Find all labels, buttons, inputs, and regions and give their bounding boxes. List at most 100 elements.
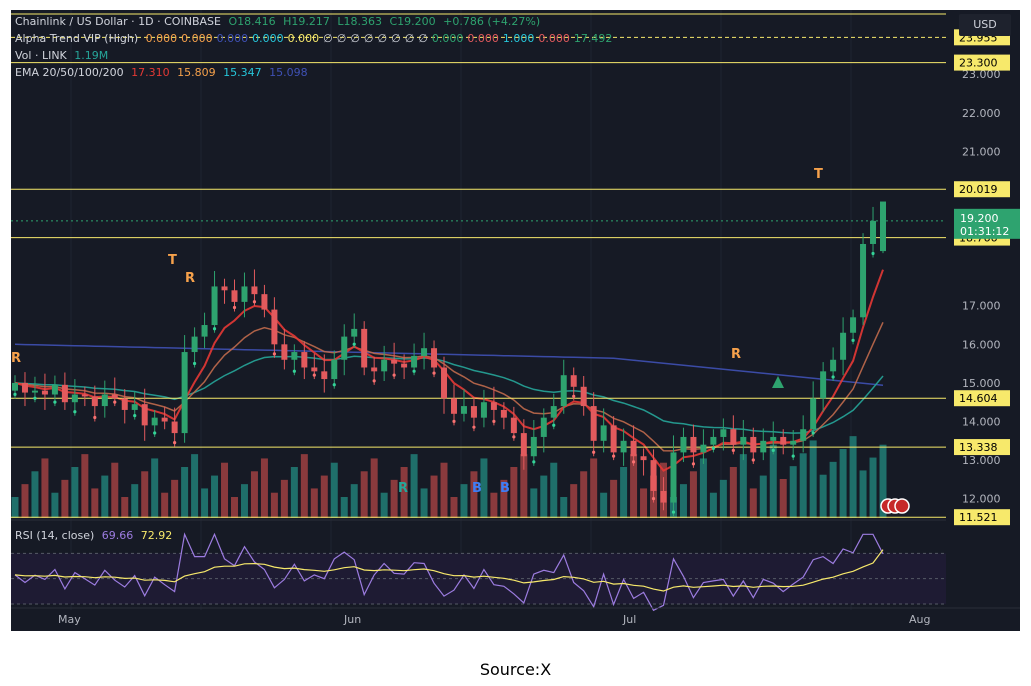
volume-bar — [620, 467, 628, 518]
alpha-trend-values: 0.000 0.000 0.000 0.000 0.000 ∅ ∅ ∅ ∅ ∅ ∅ ∅ ∅ 0.000 0.… — [146, 32, 617, 45]
candle-body — [421, 348, 428, 356]
ohlc-change: +0.786 (+4.27%) — [443, 15, 541, 28]
volume-bar — [390, 479, 398, 518]
volume-bar — [699, 458, 707, 518]
volume-bar — [370, 458, 378, 518]
volume-bar — [191, 454, 199, 518]
volume-bar — [769, 444, 777, 518]
candle-body — [191, 336, 198, 353]
time-tick: Jul — [622, 613, 636, 626]
alpha-trend-value-3: 0.000 — [252, 32, 284, 45]
trend-dot — [312, 373, 316, 377]
candle-body — [610, 425, 617, 453]
volume-bar — [839, 449, 847, 518]
volume-bar — [171, 479, 179, 518]
trend-dot — [552, 423, 556, 427]
volume-bar — [420, 488, 428, 518]
alpha-trend-value-12: ∅ — [418, 32, 428, 45]
price-tick: 22.000 — [962, 107, 1001, 120]
source-caption: Source:X — [479, 660, 552, 679]
ohlc-high: H19.217 — [283, 15, 330, 28]
trend-dot — [492, 419, 496, 423]
trend-dot — [372, 379, 376, 383]
candle-body — [381, 359, 388, 372]
level-badge — [954, 509, 1010, 526]
volume-bar — [21, 484, 29, 518]
trend-dot — [691, 462, 696, 466]
ema200-line — [14, 343, 884, 387]
candle-body — [780, 436, 787, 445]
candle-body — [181, 352, 188, 434]
candle-body — [550, 406, 557, 418]
price-tick: 21.000 — [962, 145, 1001, 158]
candle-body — [490, 402, 497, 410]
candle-body — [870, 220, 877, 244]
volume-bar — [470, 471, 478, 518]
volume-bar — [440, 462, 448, 518]
rsi-ma-line — [14, 549, 884, 592]
volume-bar — [640, 488, 648, 518]
ohlc-low: L18.363 — [337, 15, 382, 28]
alpha-trend-value-0: 0.000 — [145, 32, 178, 45]
candle-body — [71, 394, 78, 403]
volume-bar — [759, 475, 767, 518]
alpha-trend-value-8: ∅ — [363, 32, 374, 45]
rsi-value: 69.66 — [101, 529, 134, 542]
alpha-trend-value-16: 0.000 — [538, 32, 570, 45]
volume-bar — [41, 458, 49, 518]
volume-bar — [540, 475, 548, 518]
candle-body — [311, 367, 318, 372]
candle-body — [321, 371, 328, 380]
candle-body — [460, 406, 467, 414]
ema100-line — [14, 355, 884, 434]
level-badge-text: 20.019 — [959, 183, 998, 196]
price-tick: 14.000 — [962, 416, 1001, 429]
ema-legend[interactable]: EMA 20/50/100/200 17.310 15.809 15.347 1… — [15, 66, 312, 79]
alpha-trend-value-15: 1.000 — [502, 32, 535, 45]
candle-body — [480, 402, 487, 418]
time-tick: Jun — [343, 613, 361, 626]
candle-body — [450, 398, 457, 414]
candle-body — [500, 409, 507, 418]
alpha-trend-value-10: ∅ — [391, 32, 401, 45]
symbol-title: Chainlink / US Dollar · 1D · COINBASE — [15, 15, 221, 28]
currency-button[interactable]: USD — [959, 14, 1011, 36]
volume-bar — [610, 479, 618, 518]
candle-body — [770, 436, 777, 441]
trend-dot — [731, 448, 735, 452]
candle-body — [570, 375, 577, 387]
volume-legend[interactable]: Vol · LINK 1.19M — [15, 49, 112, 62]
candle-body — [211, 286, 218, 326]
volume-bar — [460, 484, 468, 518]
trend-dot — [592, 450, 596, 454]
volume-bar — [450, 497, 458, 518]
trend-dot — [631, 460, 636, 464]
alpha-trend-value-6: ∅ — [336, 32, 347, 45]
ohlc-open: O18.416 — [228, 15, 276, 28]
volume-bar — [51, 492, 59, 518]
candle-body — [161, 417, 168, 422]
volume-value: 1.19M — [74, 49, 109, 62]
alpha-trend-value-11: ∅ — [404, 32, 415, 45]
rsi-legend[interactable]: RSI (14, close) 69.66 72.92 — [15, 529, 176, 542]
candle-body — [650, 460, 657, 491]
candle-body — [61, 384, 68, 403]
volume-bar — [91, 488, 99, 518]
ema-label: EMA 20/50/100/200 — [15, 66, 124, 79]
volume-bar — [11, 497, 19, 518]
trend-dot — [771, 448, 775, 452]
volume-bar — [410, 454, 418, 518]
volume-bar — [879, 444, 887, 518]
alpha-trend-legend[interactable]: Alpha Trend VIP (High) 0.000 0.000 0.000 0.… — [15, 32, 620, 45]
volume-bar — [749, 488, 757, 518]
alpha-trend-value-17: 17.492 — [573, 32, 613, 45]
candles — [12, 201, 886, 517]
candle-body — [251, 286, 258, 295]
candle-body — [590, 406, 597, 441]
candle-body — [51, 384, 58, 395]
volume-bar — [221, 462, 229, 518]
trend-dot — [292, 369, 296, 373]
candle-body — [710, 436, 717, 445]
